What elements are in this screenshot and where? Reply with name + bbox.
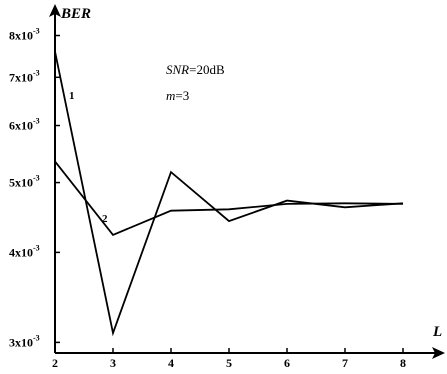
x-tick-label: 5: [226, 356, 232, 369]
x-axis-arrowhead: [432, 347, 445, 359]
labels-layer: BER L 2 3 4 5 6 7 8 3x10-3 4x10-3 5x10-3 6x10-3 7x10-…: [9, 6, 442, 370]
y-tick-label: 7x10-3: [9, 68, 40, 84]
series-line-2: [54, 160, 404, 236]
x-axis-title: L: [432, 324, 442, 340]
x-tick-label: 2: [52, 356, 58, 369]
y-tick-label: 4x10-3: [9, 243, 40, 259]
series-line-1: [54, 51, 404, 337]
series-layer: [54, 51, 404, 337]
y-tick-label: 6x10-3: [9, 117, 40, 133]
series-label-2: 2: [102, 213, 108, 225]
y-axis-arrowhead: [49, 4, 61, 17]
series-label-1: 1: [69, 90, 75, 102]
x-tick-label: 8: [400, 356, 406, 369]
y-tick-label: 5x10-3: [9, 174, 40, 190]
x-tick-label: 3: [110, 356, 116, 369]
y-tick-label: 3x10-3: [9, 333, 40, 349]
axes: [49, 4, 445, 359]
annotation-m: m=3: [166, 88, 189, 103]
annotation-snr: SNR=20dB: [166, 62, 225, 77]
x-tick-label: 7: [342, 356, 348, 369]
x-tick-label: 4: [168, 356, 174, 369]
y-axis-title: BER: [60, 6, 91, 22]
y-tick-label: 8x10-3: [9, 27, 40, 43]
x-tick-label: 6: [284, 356, 290, 369]
